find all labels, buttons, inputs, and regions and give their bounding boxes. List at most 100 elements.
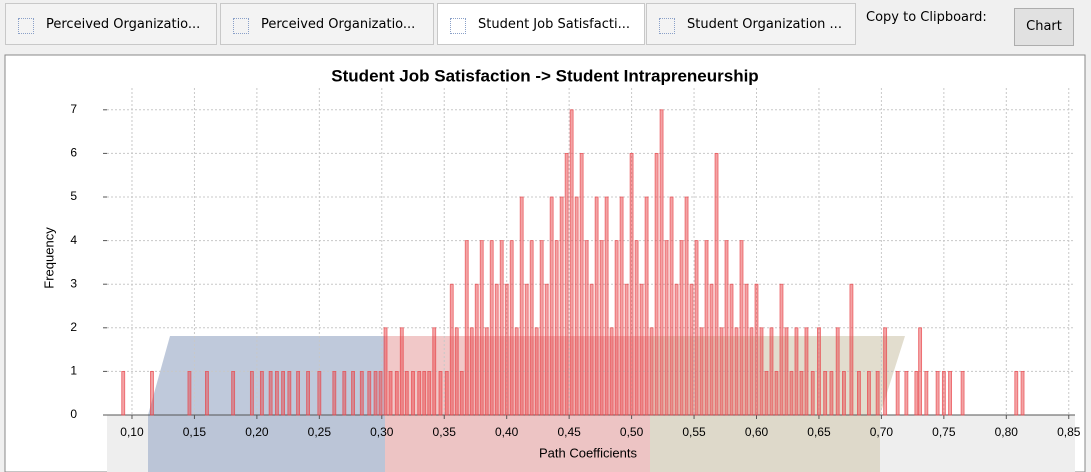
- bar: [729, 283, 734, 416]
- bar: [342, 370, 347, 416]
- bar: [539, 240, 544, 416]
- bar: [574, 196, 579, 416]
- bar: [479, 240, 484, 416]
- bar: [274, 370, 279, 416]
- bar: [514, 327, 519, 416]
- bar: [454, 327, 459, 416]
- x-tick-label: 0,50: [620, 425, 644, 439]
- bar: [422, 370, 427, 416]
- x-tick-label: 0,15: [183, 425, 207, 439]
- bar: [1020, 370, 1025, 416]
- y-tick-label: 2: [70, 320, 77, 334]
- bar: [629, 152, 634, 416]
- bar: [499, 240, 504, 416]
- bar: [639, 283, 644, 416]
- bar: [484, 327, 489, 416]
- bar: [411, 370, 415, 416]
- bar: [895, 370, 900, 416]
- bar: [669, 196, 674, 416]
- bar: [769, 327, 774, 416]
- x-tick-label: 0,25: [308, 425, 332, 439]
- bar: [281, 370, 286, 416]
- bar: [459, 370, 464, 416]
- bar: [296, 370, 301, 416]
- bar: [829, 370, 834, 416]
- bar: [904, 370, 909, 416]
- bar: [317, 370, 322, 416]
- chart-title: Student Job Satisfaction -> Student Intr…: [331, 66, 758, 85]
- bar: [519, 196, 524, 416]
- bar: [494, 283, 499, 416]
- bar: [724, 240, 729, 416]
- y-tick-label: 1: [70, 364, 77, 378]
- bar: [378, 370, 383, 416]
- x-tick-label: 0,75: [932, 425, 956, 439]
- bar: [599, 240, 604, 416]
- bar: [960, 370, 965, 416]
- bar: [367, 370, 372, 416]
- bar: [714, 152, 719, 416]
- bar: [734, 327, 739, 416]
- bar: [744, 283, 749, 416]
- bar: [609, 327, 614, 416]
- bar: [449, 283, 454, 416]
- bar: [823, 370, 828, 416]
- bar: [399, 327, 404, 416]
- bar: [842, 370, 846, 416]
- bar: [918, 327, 923, 416]
- bar: [779, 283, 784, 416]
- bar: [444, 370, 449, 416]
- tab-label: Perceived Organizatio...: [46, 17, 201, 32]
- bar: [373, 370, 378, 416]
- bar: [121, 370, 126, 416]
- bar: [739, 240, 744, 416]
- bar: [924, 370, 929, 416]
- bar: [388, 370, 393, 416]
- bar: [474, 283, 479, 416]
- bar: [351, 370, 355, 416]
- bar: [564, 152, 569, 416]
- tab[interactable]: Perceived Organizatio...: [5, 3, 217, 45]
- bar: [784, 327, 789, 416]
- bar: [867, 370, 871, 416]
- bar: [754, 283, 759, 416]
- x-tick-label: 0,85: [1057, 425, 1081, 439]
- bar: [529, 240, 534, 416]
- bar: [704, 240, 709, 416]
- bar: [644, 196, 649, 416]
- bar: [799, 370, 804, 416]
- bar: [794, 327, 799, 416]
- bar: [534, 327, 539, 416]
- bar: [619, 196, 624, 416]
- bar: [150, 370, 154, 416]
- bar: [1014, 370, 1019, 416]
- bar: [684, 196, 689, 416]
- bar: [469, 327, 474, 416]
- bar: [464, 240, 469, 416]
- bar: [749, 327, 754, 416]
- tab[interactable]: Perceived Organizatio...: [220, 3, 434, 45]
- bar: [489, 240, 494, 416]
- bar: [679, 240, 684, 416]
- bar: [383, 327, 388, 416]
- bar: [914, 370, 919, 416]
- chart-button[interactable]: Chart: [1014, 8, 1074, 46]
- x-tick-label: 0,40: [495, 425, 519, 439]
- bar: [764, 370, 769, 416]
- bar: [774, 370, 779, 416]
- bar: [719, 327, 724, 416]
- y-tick-label: 0: [70, 407, 77, 421]
- tab[interactable]: Student Organization ...: [646, 3, 856, 45]
- tab-label: Student Job Satisfacti...: [478, 17, 630, 32]
- bar: [659, 109, 664, 416]
- tab[interactable]: Student Job Satisfacti...: [437, 3, 645, 45]
- y-tick-label: 3: [70, 276, 77, 290]
- bar: [432, 327, 437, 416]
- bar: [544, 283, 549, 416]
- bar: [584, 240, 589, 416]
- bar: [654, 152, 659, 416]
- x-tick-label: 0,65: [807, 425, 831, 439]
- bar: [187, 370, 192, 416]
- x-tick-label: 0,10: [120, 425, 144, 439]
